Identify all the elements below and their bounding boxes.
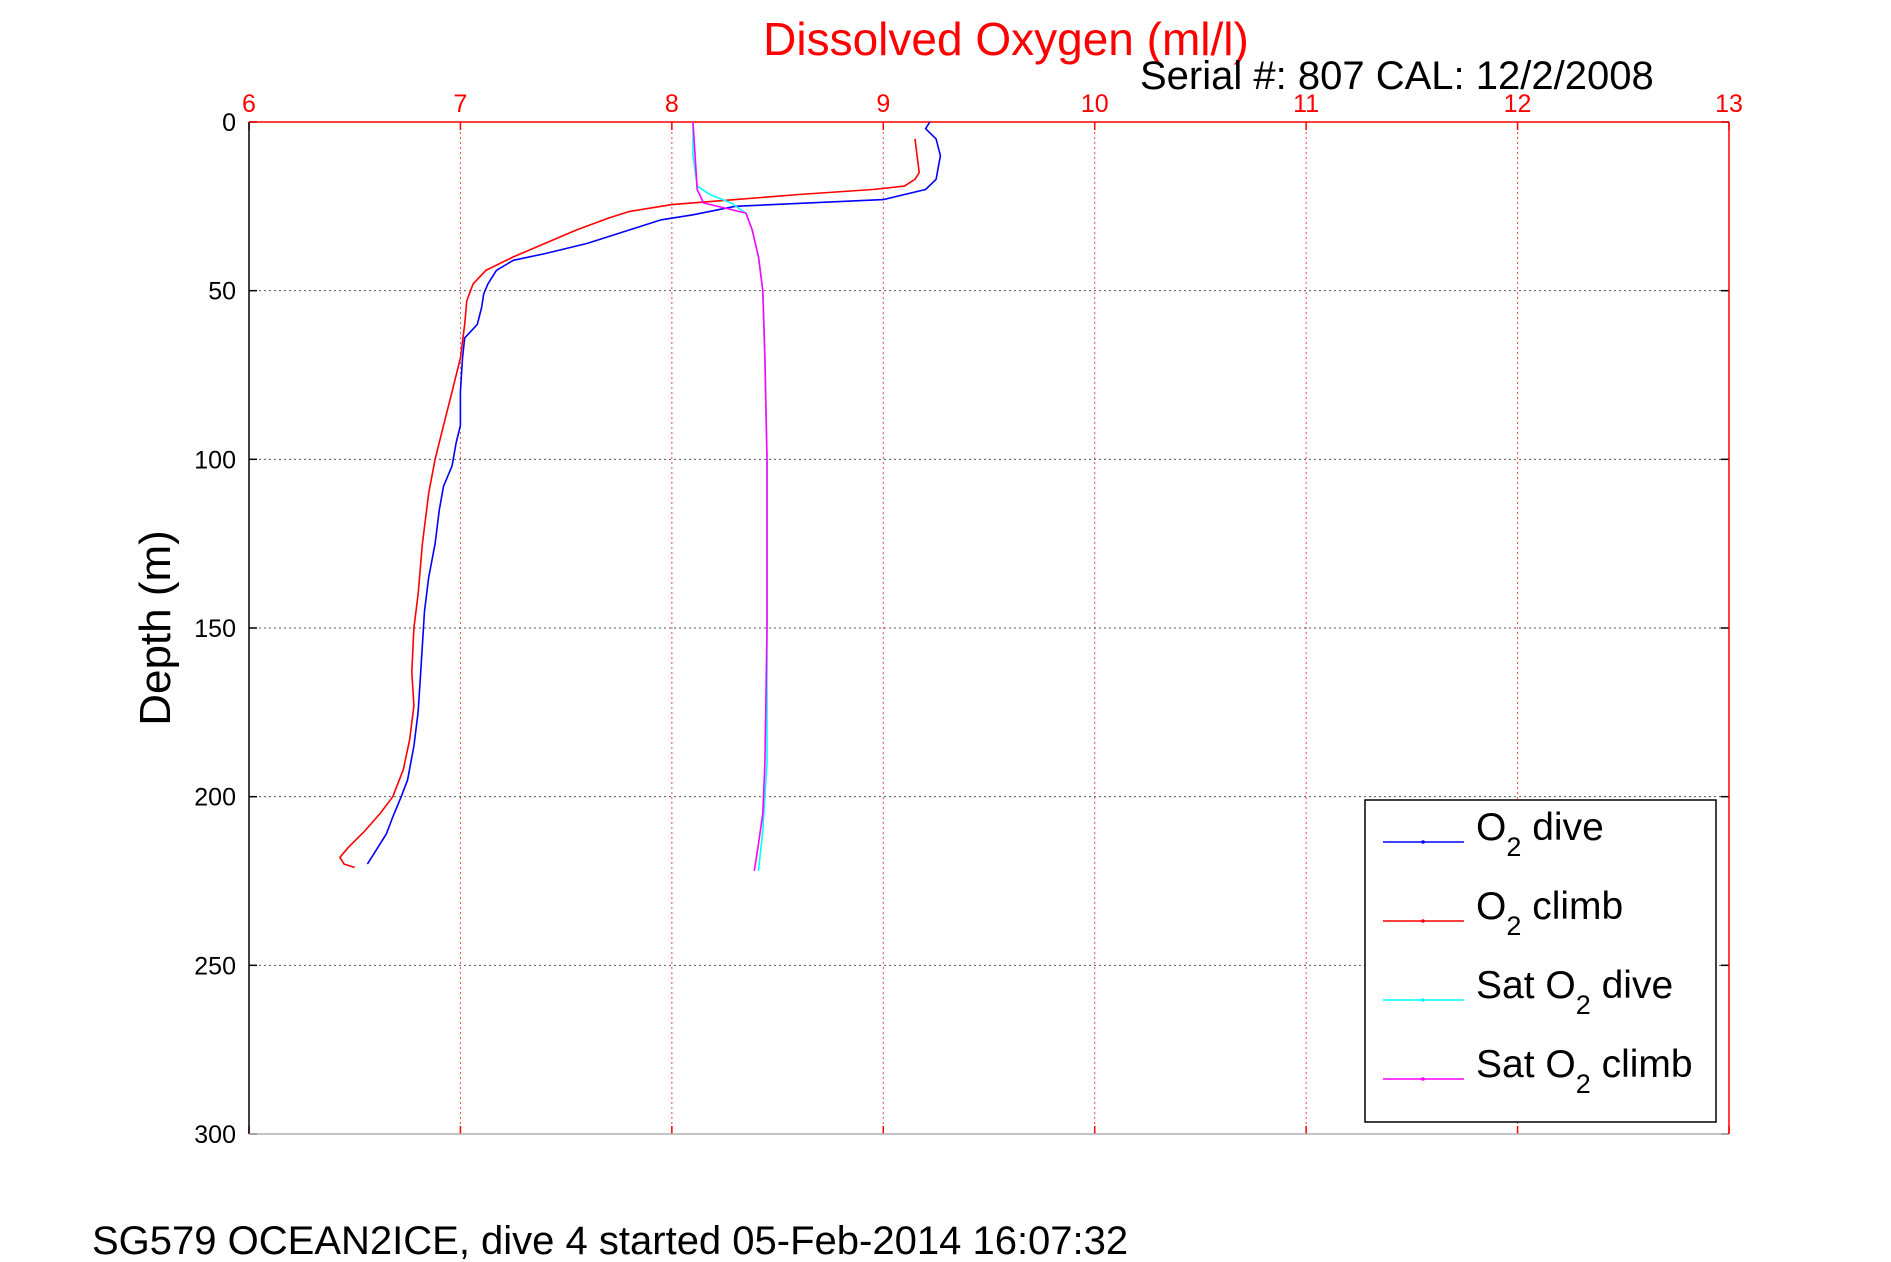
legend-marker-3 — [1421, 1077, 1425, 1081]
legend-marker-2 — [1421, 998, 1425, 1002]
y-tick-label: 250 — [194, 952, 236, 980]
legend-label-3: Sat O2 climb — [1476, 1043, 1693, 1099]
y-tick-label: 200 — [194, 784, 236, 812]
x-tick-label: 11 — [1293, 90, 1319, 118]
legend: O2 dive O2 climb Sat O2 dive Sat O2 climb — [1364, 799, 1717, 1123]
x-tick-label: 6 — [242, 90, 256, 118]
legend-marker-0 — [1421, 840, 1425, 844]
legend-items: O2 dive O2 climb Sat O2 dive Sat O2 climb — [1383, 806, 1693, 1099]
legend-marker-1 — [1421, 919, 1425, 923]
chart-subtitle: Serial #: 807 CAL: 12/2/2008 — [1140, 54, 1654, 98]
grid — [249, 122, 1729, 1134]
y-tick-label: 150 — [194, 615, 236, 643]
series-line-3 — [692, 121, 768, 872]
x-tick-label: 9 — [876, 90, 890, 118]
x-tick-label: 8 — [665, 90, 679, 118]
footer-text: SG579 OCEAN2ICE, dive 4 started 05-Feb-2… — [92, 1219, 1128, 1262]
legend-label-1: O2 climb — [1476, 885, 1623, 941]
series-line-0 — [366, 121, 942, 865]
y-tick-label: 300 — [194, 1121, 236, 1149]
y-tick-label: 0 — [222, 109, 236, 137]
axes — [248, 121, 1730, 1135]
y-tick-label: 50 — [208, 278, 236, 306]
x-tick-labels: 6 7 8 9 10 11 12 13 — [242, 90, 1743, 118]
legend-label-2: Sat O2 dive — [1476, 964, 1673, 1020]
chart-title: Dissolved Oxygen (ml/l) — [763, 13, 1249, 65]
y-axis-label: Depth (m) — [131, 530, 180, 726]
x-tick-label: 10 — [1081, 90, 1109, 118]
x-tick-label: 7 — [453, 90, 467, 118]
x-tick-label: 12 — [1504, 90, 1532, 118]
legend-box — [1364, 799, 1717, 1123]
y-tick-label: 100 — [194, 446, 236, 474]
series-layer — [339, 121, 942, 872]
y-tick-labels: 0 50 100 150 200 250 300 — [194, 109, 236, 1149]
x-tick-label: 13 — [1715, 90, 1743, 118]
legend-label-0: O2 dive — [1476, 806, 1604, 862]
series-line-1 — [339, 138, 921, 869]
